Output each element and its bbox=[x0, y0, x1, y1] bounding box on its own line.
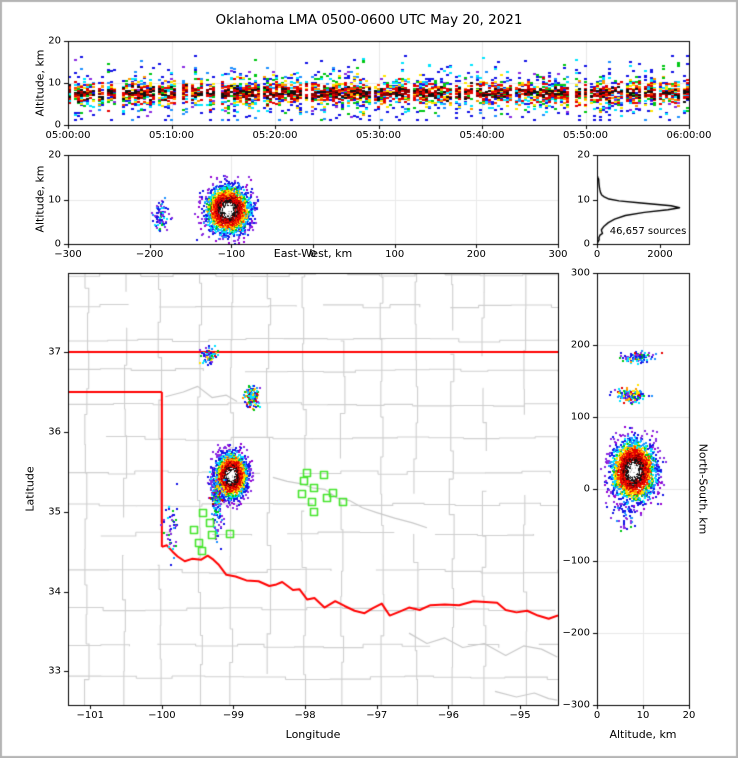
north-south-x-axis-label: Altitude, km bbox=[609, 728, 677, 741]
tick-label: −100 bbox=[148, 710, 176, 721]
map-x-axis-label: Longitude bbox=[285, 728, 341, 741]
tick-label: 10 bbox=[48, 194, 61, 205]
tick-label: −200 bbox=[135, 249, 164, 260]
tick-label: 300 bbox=[548, 249, 568, 260]
tick-label: 2000 bbox=[647, 249, 673, 260]
tick-label: 10 bbox=[48, 77, 61, 89]
tick-label: 20 bbox=[48, 149, 61, 161]
tick-label: 05:20:00 bbox=[252, 130, 298, 141]
tick-label: 05:40:00 bbox=[459, 130, 505, 141]
tick-label: 0 bbox=[54, 238, 61, 250]
east-west-x-axis-label: East-West, km bbox=[273, 247, 353, 260]
tick-label: −100 bbox=[217, 249, 246, 260]
east-west-y-axis-label: Altitude, km bbox=[33, 165, 47, 233]
panel-east-west-cross-section bbox=[68, 155, 558, 244]
tick-label: 0 bbox=[593, 249, 601, 260]
tick-label: 200 bbox=[570, 339, 590, 351]
north-south-y-axis-label: North-South, km bbox=[696, 443, 710, 535]
tick-label: −200 bbox=[562, 627, 590, 639]
tick-label: 05:10:00 bbox=[149, 130, 194, 141]
tick-label: −300 bbox=[54, 249, 82, 260]
panel-time-height bbox=[68, 41, 689, 125]
tick-label: 300 bbox=[570, 267, 590, 279]
tick-label: 20 bbox=[577, 149, 590, 161]
tick-label: 05:30:00 bbox=[356, 130, 401, 141]
tick-label: −98 bbox=[294, 710, 316, 721]
tick-label: −101 bbox=[76, 710, 104, 721]
tick-label: −97 bbox=[366, 710, 388, 721]
tick-label: 33 bbox=[48, 665, 61, 677]
tick-label: 20 bbox=[682, 710, 696, 721]
tick-label: 36 bbox=[48, 426, 61, 438]
tick-label: 100 bbox=[570, 411, 590, 423]
map-y-axis-label: Latitude bbox=[23, 466, 37, 512]
tick-label: −99 bbox=[222, 710, 245, 721]
tick-label: 0 bbox=[583, 238, 590, 250]
tick-label: 34 bbox=[48, 586, 61, 598]
tick-label: 10 bbox=[577, 194, 590, 205]
tick-label: 35 bbox=[48, 506, 61, 518]
tick-label: 05:00:00 bbox=[45, 130, 91, 141]
tick-label: 200 bbox=[466, 249, 486, 260]
tick-label: −95 bbox=[509, 710, 531, 721]
tick-label: −300 bbox=[562, 699, 590, 711]
tick-label: 0 bbox=[309, 249, 317, 260]
tick-label: −96 bbox=[437, 710, 459, 721]
tick-label: 100 bbox=[385, 249, 405, 260]
source-count-annotation: 46,657 sources bbox=[609, 226, 687, 237]
tick-label: −100 bbox=[562, 555, 590, 567]
tick-label: 10 bbox=[636, 710, 650, 721]
tick-label: 06:00:00 bbox=[666, 130, 712, 141]
figure-title: Oklahoma LMA 0500-0600 UTC May 20, 2021 bbox=[215, 12, 523, 28]
tick-label: 37 bbox=[48, 346, 61, 358]
panel-north-south-cross-section bbox=[597, 273, 689, 705]
tick-label: 05:50:00 bbox=[563, 130, 608, 141]
tick-label: 0 bbox=[54, 119, 61, 131]
tick-label: 0 bbox=[583, 483, 590, 495]
tick-label: 20 bbox=[48, 35, 61, 47]
time-height-y-axis-label: Altitude, km bbox=[33, 49, 47, 117]
panel-plan-view-map bbox=[68, 273, 558, 705]
tick-label: 0 bbox=[593, 710, 601, 721]
